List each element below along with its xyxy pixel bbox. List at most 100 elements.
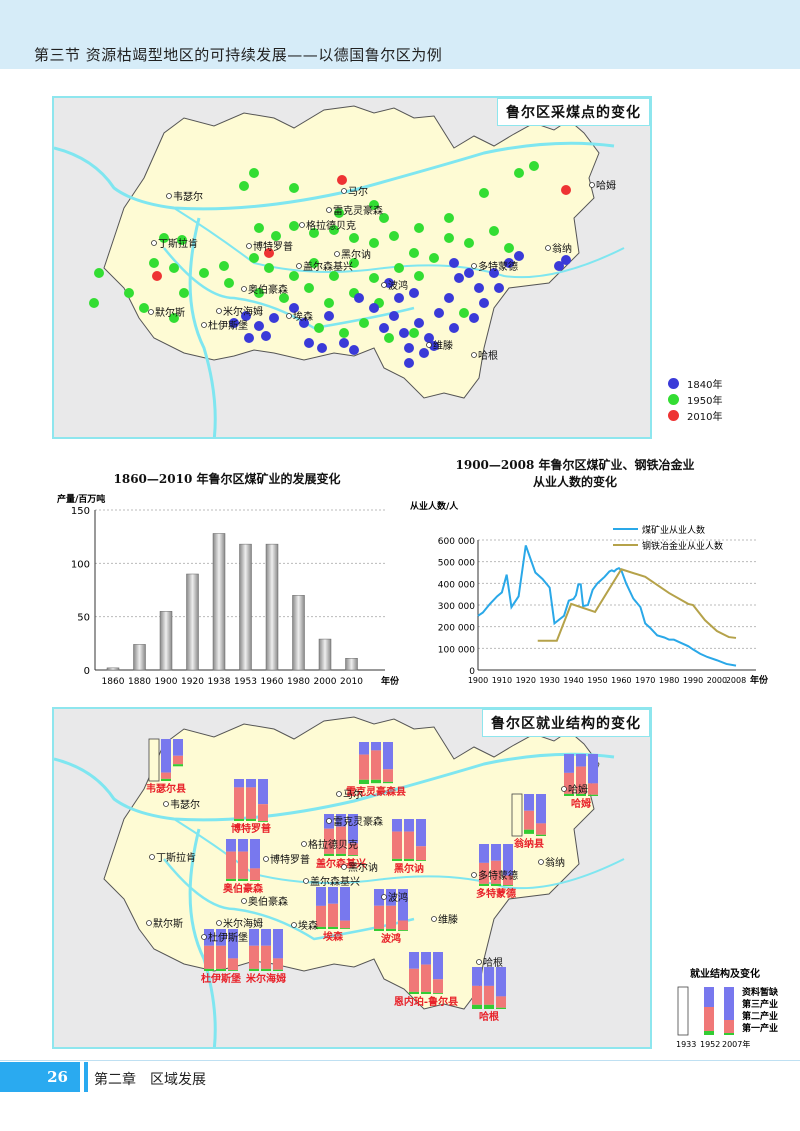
- svg-text:2000: 2000: [707, 676, 727, 685]
- district-group: 黑尔讷: [392, 819, 426, 875]
- bar: [212, 533, 226, 671]
- svg-text:1930: 1930: [539, 676, 559, 685]
- red-dot-icon: [668, 409, 679, 421]
- district-group: 多特蒙德: [476, 844, 516, 900]
- svg-text:150: 150: [71, 506, 90, 517]
- svg-text:奥伯豪森: 奥伯豪森: [248, 895, 288, 908]
- svg-text:产量/百万吨: 产量/百万吨: [57, 493, 105, 505]
- svg-text:维滕: 维滕: [438, 913, 458, 926]
- svg-text:2008: 2008: [726, 676, 746, 685]
- line-series: [477, 545, 737, 667]
- district-group: 埃森: [316, 887, 350, 943]
- district-group: 博特罗普: [231, 779, 271, 835]
- bar: [133, 644, 146, 671]
- svg-text:博特罗普: 博特罗普: [270, 853, 310, 866]
- district-group: 恩内珀-鲁尔县: [394, 952, 458, 1008]
- svg-text:默尔斯: 默尔斯: [153, 917, 183, 930]
- city-marker-icon: [201, 322, 207, 328]
- district-label: 博特罗普: [231, 822, 271, 835]
- svg-text:2000: 2000: [314, 677, 337, 687]
- map1-title: 鲁尔区采煤点的变化: [497, 98, 650, 126]
- svg-text:年份: 年份: [381, 675, 400, 687]
- city-label: 博特罗普: [253, 240, 293, 253]
- bar: [292, 595, 305, 671]
- city-label: 翁纳: [552, 242, 572, 255]
- district-group: 韦瑟尔县: [146, 738, 186, 795]
- district-label: 哈根: [479, 1010, 499, 1023]
- svg-text:1980: 1980: [287, 677, 310, 687]
- city-label: 格拉德贝克: [306, 219, 356, 232]
- district-group: 雷克灵豪森县: [346, 742, 406, 798]
- city-label: 丁斯拉肯: [158, 237, 198, 250]
- district-group: 翁纳县: [511, 793, 546, 850]
- city-marker-icon: [589, 182, 595, 188]
- city-label: 多特蒙德: [478, 260, 518, 273]
- svg-text:哈姆: 哈姆: [568, 783, 588, 796]
- legend-item-1950: 1950年: [668, 391, 722, 407]
- line-series: [537, 568, 737, 642]
- city-label: 埃森: [293, 310, 313, 323]
- city-marker-icon: [545, 245, 551, 251]
- line-chart-title: 1900—2008 年鲁尔区煤矿业、钢铁冶金业 从业人数的变化: [455, 458, 695, 489]
- svg-text:第二产业: 第二产业: [742, 1010, 778, 1022]
- city-marker-icon: [334, 251, 340, 257]
- bar: [265, 543, 279, 671]
- svg-text:钢铁冶金业从业人数: 钢铁冶金业从业人数: [642, 540, 723, 552]
- page-header: 第三节 资源枯竭型地区的可持续发展——以德国鲁尔区为例: [0, 0, 800, 69]
- svg-text:0: 0: [469, 667, 475, 677]
- svg-text:煤矿业从业人数: 煤矿业从业人数: [642, 524, 705, 536]
- svg-text:1920: 1920: [516, 676, 536, 685]
- bar: [159, 611, 173, 671]
- svg-text:1980: 1980: [659, 676, 679, 685]
- svg-text:2010: 2010: [340, 677, 363, 687]
- svg-text:黑尔讷: 黑尔讷: [348, 861, 378, 874]
- svg-text:1900: 1900: [155, 677, 178, 687]
- city-label: 雷克灵豪森: [333, 204, 383, 217]
- svg-text:1960: 1960: [261, 677, 284, 687]
- coal-points-1950: [89, 161, 539, 343]
- svg-text:600 000: 600 000: [438, 537, 475, 547]
- svg-text:埃森: 埃森: [298, 919, 318, 932]
- svg-text:400 000: 400 000: [438, 580, 475, 590]
- svg-text:0: 0: [84, 666, 90, 677]
- city-marker-icon: [471, 263, 477, 269]
- city-label: 奥伯豪森: [248, 283, 288, 296]
- coal-points-1840: [229, 251, 571, 368]
- city-marker-icon: [286, 313, 292, 319]
- bar: [106, 667, 120, 671]
- city-marker-icon: [299, 222, 305, 228]
- svg-text:100: 100: [71, 559, 90, 570]
- city-marker-icon: [471, 352, 477, 358]
- district-label: 埃森: [323, 930, 344, 943]
- city-label: 黑尔讷: [341, 248, 371, 261]
- city-marker-icon: [381, 282, 387, 288]
- chapter-title: 第二章 区域发展: [94, 1072, 206, 1088]
- svg-text:翁纳: 翁纳: [545, 856, 565, 869]
- svg-text:1952: 1952: [700, 1040, 720, 1049]
- svg-text:50: 50: [77, 613, 90, 624]
- employment-line-chart: 从业人数/人 0 100 000 200 000 300 000 400 000 500 0…: [410, 500, 769, 686]
- city-label: 哈根: [478, 349, 498, 362]
- footer-divider: [84, 1062, 88, 1092]
- svg-text:格拉德贝克: 格拉德贝克: [308, 838, 358, 851]
- city-label: 马尔: [348, 185, 368, 198]
- city-label: 杜伊斯堡: [208, 319, 248, 332]
- svg-text:1933: 1933: [676, 1040, 696, 1049]
- district-label: 韦瑟尔县: [146, 782, 186, 795]
- svg-text:2007年: 2007年: [722, 1039, 750, 1049]
- svg-text:100 000: 100 000: [438, 645, 475, 655]
- bar-chart-title: 1860—2010 年鲁尔区煤矿业的发展变化: [113, 472, 341, 486]
- city-label: 波鸿: [388, 279, 408, 292]
- svg-text:1950: 1950: [587, 676, 607, 685]
- svg-text:盖尔森基兴: 盖尔森基兴: [310, 875, 360, 888]
- svg-text:200 000: 200 000: [438, 624, 475, 634]
- city-label: 米尔海姆: [223, 305, 263, 318]
- district-group: 哈根: [472, 967, 506, 1023]
- district-label: 盖尔森基兴: [316, 857, 366, 870]
- legend-item-1840: 1840年: [668, 375, 722, 391]
- svg-text:500 000: 500 000: [438, 559, 475, 569]
- district-label: 哈姆: [571, 797, 591, 810]
- page-footer: 26 第二章 区域发展: [0, 1060, 800, 1092]
- city-label: 哈姆: [596, 179, 616, 192]
